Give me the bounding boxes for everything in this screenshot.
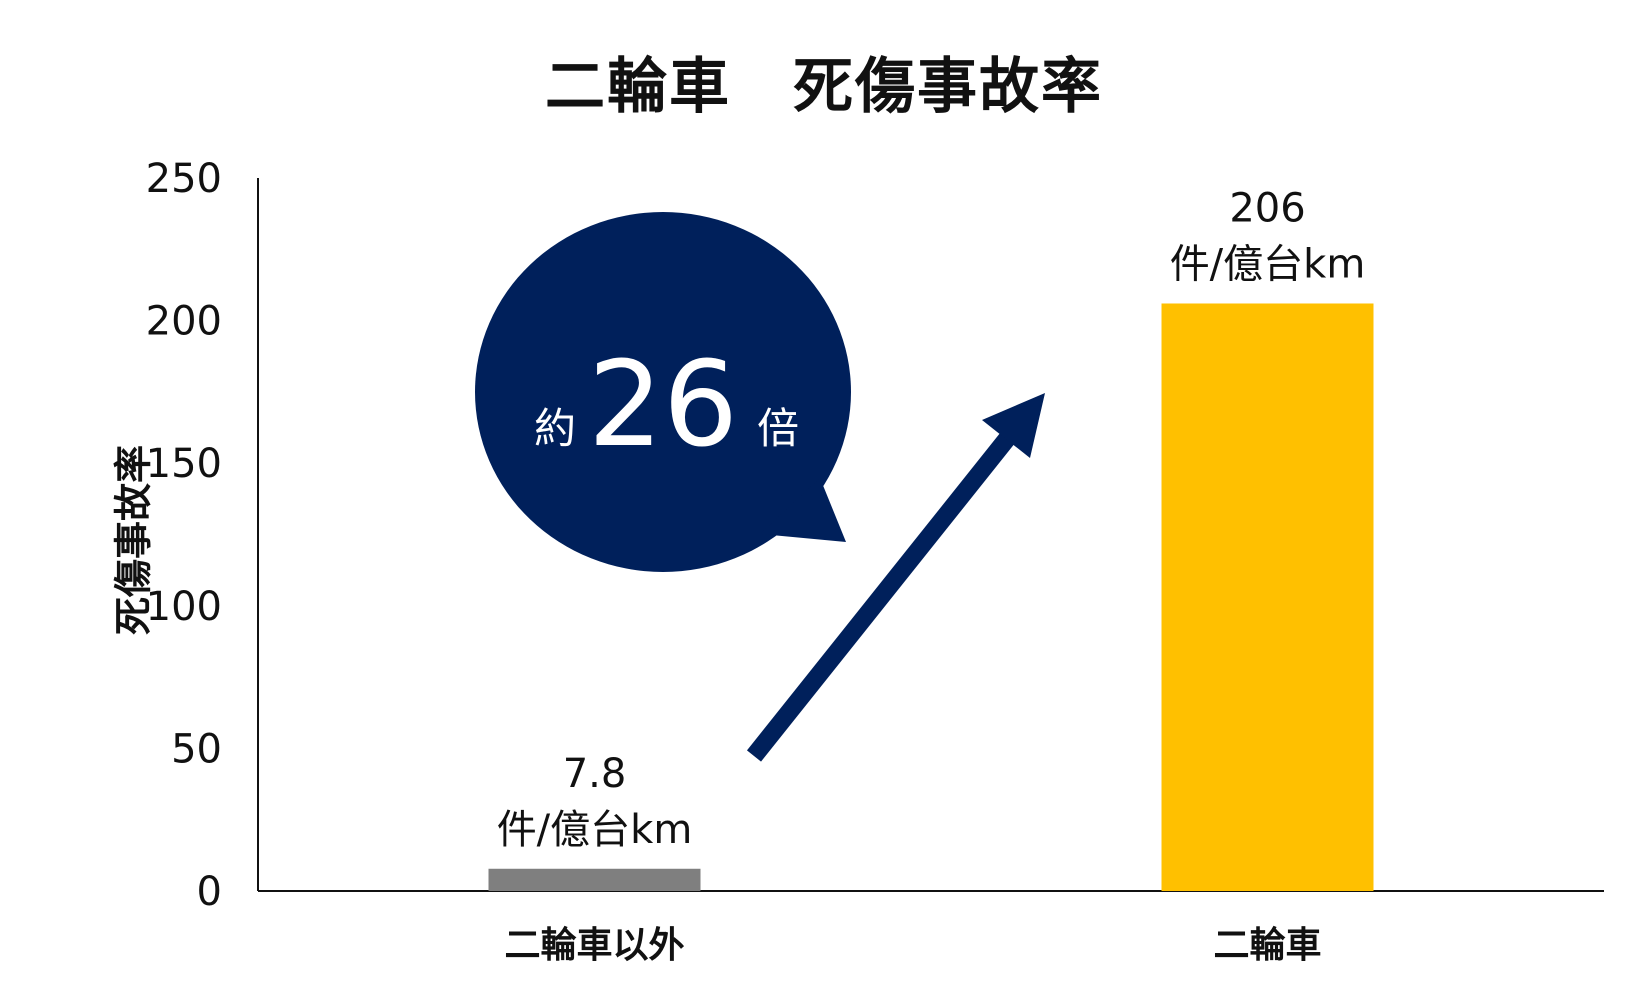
y-tick-label: 0 [197, 869, 222, 915]
callout-tail [760, 478, 846, 542]
data-labels: 7.8 件/億台km 206 件/億台km [497, 185, 1366, 852]
category-labels: 二輪車以外 二輪車 [504, 924, 1321, 966]
category-label: 二輪車 [1213, 924, 1321, 966]
data-label-unit: 件/億台km [1170, 241, 1366, 287]
y-tick-label: 150 [146, 441, 222, 487]
callout-suffix: 倍 [757, 404, 799, 453]
callout-bubble [475, 212, 851, 572]
y-tick-label: 50 [171, 726, 222, 772]
arrow-head [982, 393, 1045, 458]
callout-number: 26 [588, 335, 738, 473]
y-tick-labels: 0 50 100 150 200 250 [146, 156, 222, 915]
ratio-callout: 約 26 倍 [475, 212, 851, 572]
y-tick-label: 100 [146, 584, 222, 630]
chart-title: 二輪車 死傷事故率 [545, 52, 1103, 122]
category-label: 二輪車以外 [504, 924, 684, 966]
bar [488, 868, 701, 891]
data-label-unit: 件/億台km [497, 807, 693, 853]
y-tick-label: 200 [146, 299, 222, 345]
bar [1161, 303, 1374, 891]
data-label-value: 7.8 [563, 751, 627, 797]
arrow-shaft [746, 429, 1018, 762]
callout-prefix: 約 [534, 404, 576, 453]
increase-arrow [746, 393, 1045, 762]
bars [488, 303, 1374, 891]
data-label-value: 206 [1229, 185, 1305, 231]
y-tick-label: 250 [146, 156, 222, 202]
